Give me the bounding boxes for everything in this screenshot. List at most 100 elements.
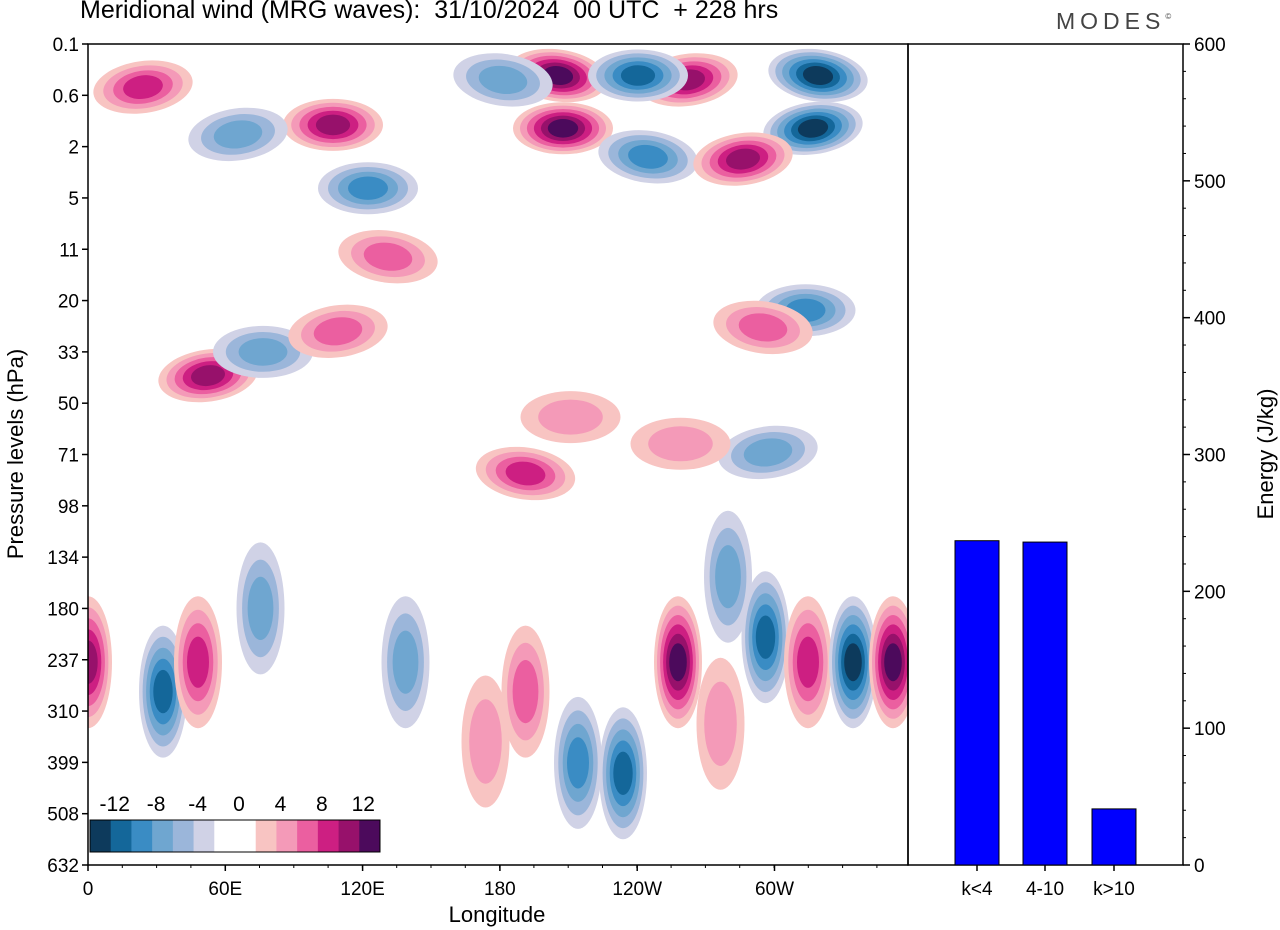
colorbar-label: 12 (352, 793, 375, 816)
colorbar-swatch (276, 820, 298, 852)
wind-blob (501, 625, 550, 758)
y-tick-label: 5 (68, 189, 79, 210)
contour-level (348, 176, 388, 200)
wind-blob (88, 596, 112, 729)
wind-blob (461, 675, 510, 808)
contour-level (797, 636, 819, 688)
colorbar-label: 4 (275, 793, 287, 816)
wind-blob (288, 304, 388, 358)
colorbar-swatch (193, 820, 215, 852)
wind-blob (693, 132, 793, 186)
colorbar-swatch (235, 820, 257, 852)
wind-blob (829, 596, 877, 729)
y-tick-label: 180 (47, 599, 79, 620)
wind-blob (513, 102, 613, 155)
heatmap-field (88, 48, 908, 840)
wind-blob (654, 596, 702, 729)
colorbar-label: -4 (188, 793, 207, 816)
wind-blob (554, 696, 602, 829)
contour-level (88, 640, 98, 684)
contour-level (478, 65, 528, 94)
contour-level (797, 118, 829, 138)
contour-level (505, 461, 546, 486)
contour-level (726, 148, 760, 170)
energy-tick-label: 600 (1194, 35, 1226, 56)
y-tick-label: 0.6 (53, 86, 79, 107)
contour-level (247, 576, 274, 641)
y-tick-label: 50 (58, 394, 79, 415)
wind-blob (741, 571, 790, 704)
contour-level (363, 242, 413, 271)
colorbar-swatch (214, 820, 236, 852)
energy-bar (954, 540, 1000, 866)
contour-level (743, 438, 793, 467)
contour-level (187, 636, 209, 688)
colorbar-label: 0 (233, 793, 245, 816)
x-tick-label: 60W (755, 879, 794, 900)
x-tick-label: 180 (484, 879, 516, 900)
contour-level (802, 66, 834, 85)
y-tick-label: 508 (47, 805, 79, 826)
colorbar-swatch (90, 820, 112, 852)
contour-level (392, 630, 419, 694)
wind-blob (599, 707, 647, 840)
wind-blob (93, 60, 193, 114)
bar-series: 0 100 200 300 400 500 600 Energy (J/kg) k<4 4-10 k… (954, 35, 1278, 900)
contour-level (538, 399, 603, 435)
wind-blob (784, 596, 832, 729)
contour-level (669, 643, 687, 682)
wind-blob (453, 53, 553, 107)
y-tick-label: 134 (47, 548, 79, 569)
wind-blob (381, 596, 430, 729)
contour-level (315, 114, 351, 136)
wind-blob (588, 49, 688, 102)
colorbar-swatch (338, 820, 360, 852)
contour-level (191, 365, 225, 387)
y-tick-label: 310 (47, 702, 79, 723)
colorbar-swatch (255, 820, 277, 852)
x-tick-label: 120E (340, 879, 384, 900)
energy-tick-label: 500 (1194, 172, 1226, 193)
wind-blob (338, 230, 438, 284)
category-label: k>10 (1093, 879, 1135, 900)
wind-blob (188, 107, 288, 162)
contour-level (715, 545, 741, 609)
wind-blob (174, 596, 222, 729)
colorbar-swatch (317, 820, 339, 852)
contour-level (512, 660, 539, 724)
category-label: 4-10 (1026, 879, 1064, 900)
x-tick-label: 120W (612, 879, 662, 900)
y-tick-label: 237 (47, 651, 79, 672)
wind-blob (718, 425, 818, 480)
contour-level (123, 75, 163, 100)
y-tick-label: 632 (47, 856, 79, 877)
energy-axis-label: Energy (J/kg) (1253, 389, 1278, 520)
y-tick-label: 11 (59, 240, 79, 261)
colorbar-swatch (131, 820, 153, 852)
wind-blob (598, 130, 698, 184)
brand-name: MODES (1056, 8, 1166, 34)
wind-blob (318, 162, 418, 215)
colorbar-swatch (110, 820, 132, 852)
x-axis-label: Longitude (449, 902, 546, 927)
y-tick-label: 98 (58, 497, 79, 518)
y-axis-label: Pressure levels (hPa) (3, 349, 28, 559)
contour-level (755, 615, 776, 659)
wind-blob (713, 300, 813, 355)
contour-level (738, 313, 788, 342)
contour-level (648, 426, 713, 462)
contour-level (613, 751, 633, 795)
wind-blob (696, 657, 745, 790)
wind-blob (236, 542, 285, 675)
contour-level (567, 737, 589, 789)
y-tick-label: 71 (58, 446, 79, 467)
colorbar-label: -8 (147, 793, 166, 816)
axes: 0.1 0.6 2 5 11 20 33 50 71 98 134 180 237 310 399 508 63… (3, 35, 878, 927)
colorbar-frame (89, 819, 381, 853)
wind-blob (768, 48, 868, 103)
wind-blob (520, 391, 621, 444)
energy-tick-label: 200 (1194, 582, 1226, 603)
wind-blob (475, 446, 576, 501)
brand-logo: MODES© (1056, 8, 1171, 35)
